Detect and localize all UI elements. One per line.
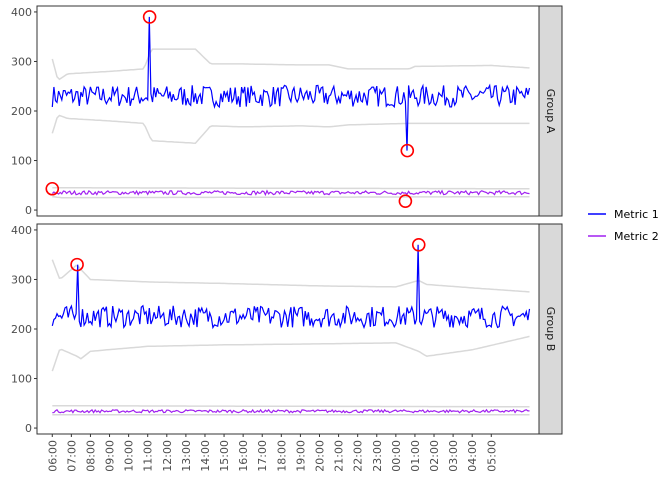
legend-label: Metric 2	[614, 230, 659, 243]
x-tick-label: 17:00	[256, 440, 269, 472]
facet-panel-1: 0 100 200 300 400 Group A	[11, 5, 563, 217]
x-tick-label: 04:00	[466, 440, 479, 472]
y-tick-label: 0	[25, 422, 32, 435]
band-upper-line	[51, 48, 530, 81]
metric-1-line	[51, 16, 531, 151]
panel-background	[37, 224, 539, 434]
y-tick-label: 400	[11, 224, 32, 237]
x-tick-label: 02:00	[428, 440, 441, 472]
facet-strip	[538, 5, 563, 217]
y-tick-label: 200	[11, 323, 32, 336]
metric-2-line	[52, 408, 530, 414]
x-tick-label: 15:00	[218, 440, 231, 472]
x-tick-label: 03:00	[447, 440, 460, 472]
y-tick-label: 100	[11, 373, 32, 386]
y-tick-label: 300	[11, 55, 32, 68]
x-tick-label: 10:00	[123, 440, 136, 472]
anomaly-marker	[398, 194, 413, 208]
x-tick-label: 18:00	[275, 440, 288, 472]
metric-2-line	[51, 189, 530, 197]
band-m2-lower-line	[52, 195, 530, 199]
x-tick-label: 06:00	[46, 440, 59, 472]
anomaly-marker	[400, 143, 415, 158]
x-tick-label: 19:00	[294, 440, 307, 472]
y-tick-label: 300	[11, 273, 32, 286]
legend-label: Metric 1	[614, 208, 659, 221]
x-tick-label: 05:00	[485, 440, 498, 472]
anomaly-marker	[411, 238, 426, 252]
band-upper-line	[51, 259, 530, 293]
anomaly-marker	[70, 257, 84, 272]
y-tick-label: 200	[11, 105, 32, 118]
anomaly-marker	[45, 181, 60, 196]
band-lower-line	[51, 335, 530, 372]
y-tick-label: 0	[25, 204, 32, 217]
band-m2-upper-line	[52, 405, 530, 408]
x-tick-label: 09:00	[104, 440, 117, 472]
x-tick-label: 16:00	[237, 440, 250, 472]
x-tick-label: 13:00	[180, 440, 193, 472]
panel-background	[37, 6, 539, 216]
x-tick-label: 21:00	[333, 440, 346, 472]
x-tick-label: 12:00	[161, 440, 174, 472]
band-lower-line	[51, 114, 530, 144]
x-tick-label: 07:00	[65, 440, 78, 472]
band-m2-upper-line	[52, 187, 530, 190]
x-tick-label: 11:00	[142, 440, 155, 472]
x-tick-label: 14:00	[199, 440, 212, 472]
facet-strip-label: Group A	[544, 89, 557, 134]
y-tick-label: 100	[11, 155, 32, 168]
y-tick-label: 400	[11, 6, 32, 19]
x-tick-label: 08:00	[84, 440, 97, 472]
x-tick-label: 23:00	[371, 440, 384, 472]
facet-strip-label: Group B	[544, 307, 557, 352]
anomaly-marker	[142, 10, 157, 24]
facet-panel-2: 0 100 200 300 400 Group B	[11, 223, 563, 435]
x-tick-label: 00:00	[390, 440, 403, 472]
x-tick-label: 22:00	[352, 440, 365, 472]
facet-strip	[538, 223, 563, 435]
x-tick-label: 01:00	[409, 440, 422, 472]
x-tick-label: 20:00	[313, 440, 326, 472]
metric-1-line	[51, 244, 531, 330]
